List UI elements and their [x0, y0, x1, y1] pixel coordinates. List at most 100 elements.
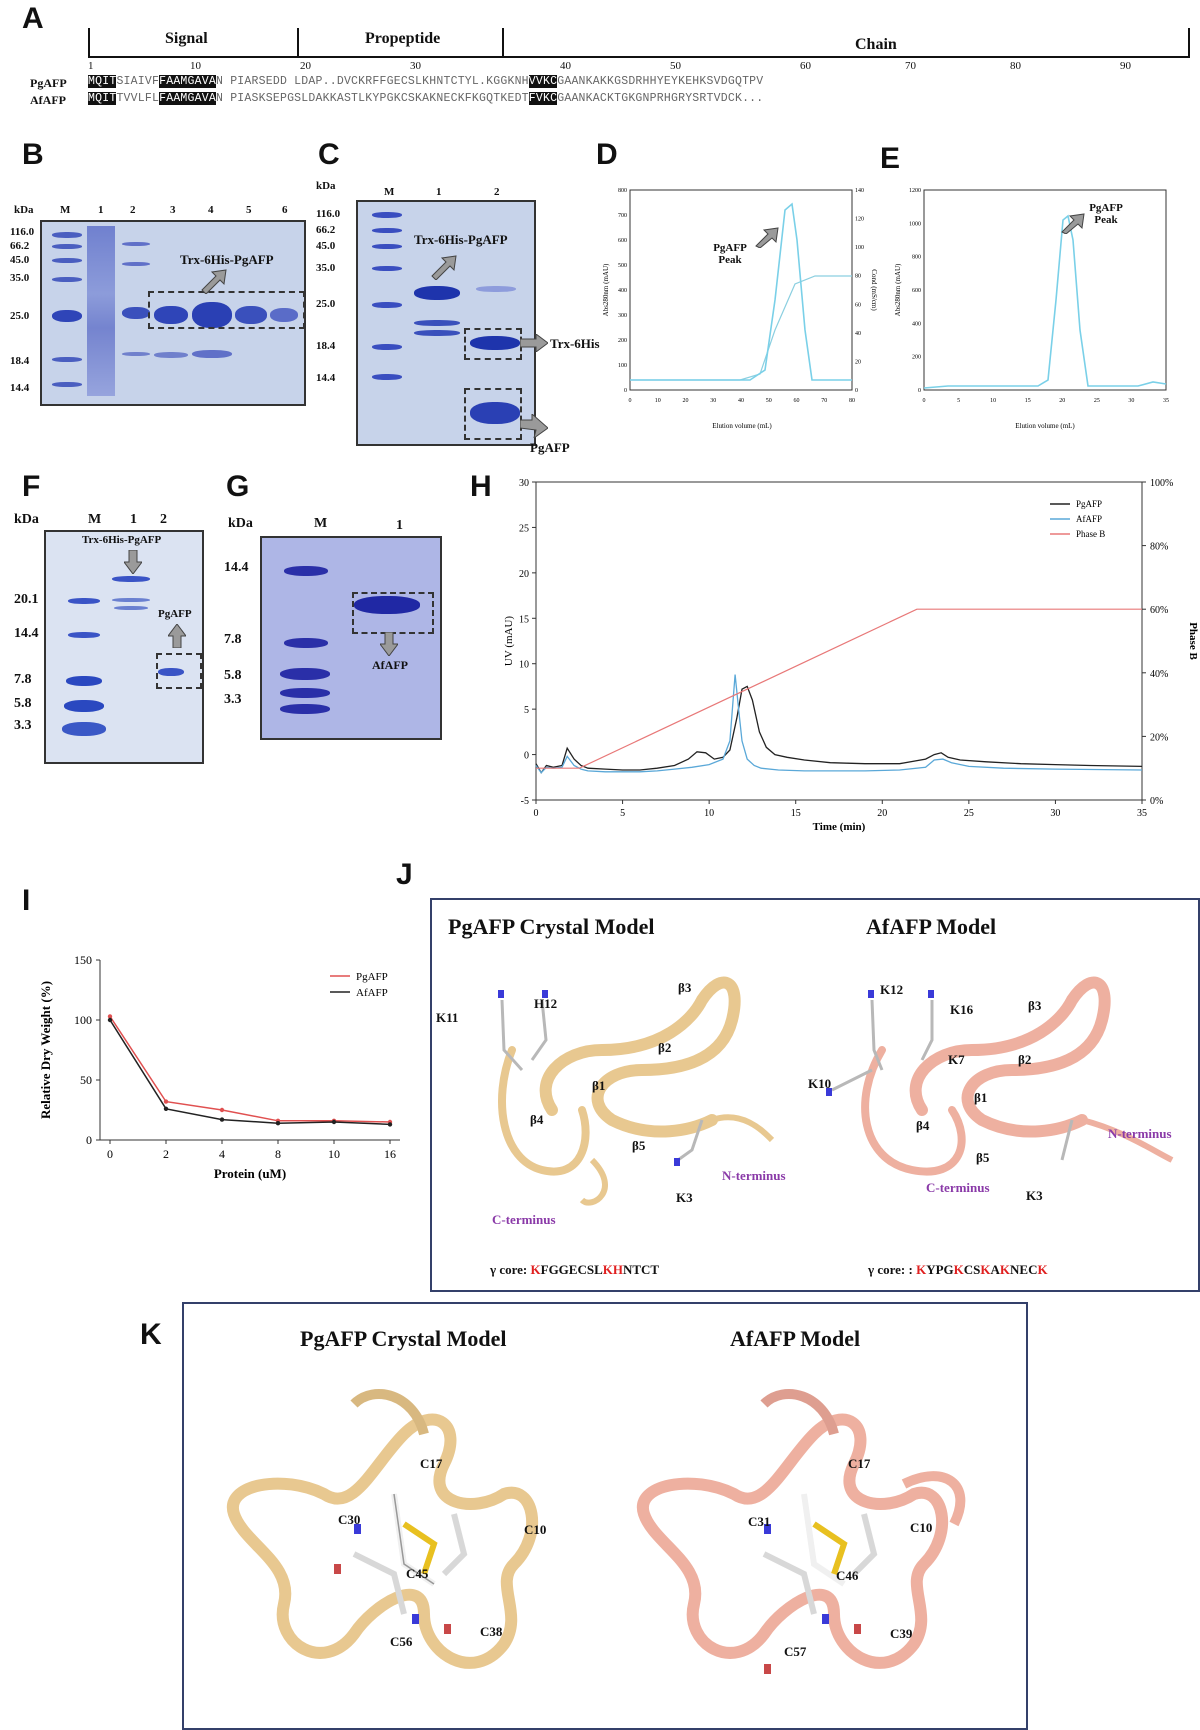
- chart-h: -5 0 5 10 15 20 25 30 0% 20% 40% 60% 80% 100% 0 5 10 15 20…: [503, 478, 1199, 833]
- j-left-k3: K3: [676, 1190, 693, 1205]
- chart-h-yrtick-label: 40%: [1150, 669, 1168, 680]
- chart-d-ylabel-right: Cond (mS/cm): [870, 269, 878, 311]
- chart-h-yrtick-label: 60%: [1150, 605, 1168, 616]
- chart-e-ylabel: Abs280nm (mAU): [894, 263, 902, 316]
- tick-label: 40: [738, 398, 744, 404]
- k-right-c46: C46: [836, 1568, 859, 1583]
- sequence-afafp: MQITTVVLFLFAAMGAVAN PIASKSEPGSLDAKKASTLK…: [88, 92, 764, 105]
- chart-d-frame: [629, 189, 853, 391]
- chart-h-xlabel: Time (min): [813, 821, 866, 833]
- k-left-c10: C10: [524, 1522, 547, 1537]
- gel-b-arrow: [201, 269, 227, 294]
- j-right-b4: β4: [916, 1118, 930, 1133]
- tick-label: 30: [1128, 398, 1134, 404]
- chart-h-series-pgafp: [535, 685, 1143, 774]
- chart-d-peak-label: PgAFP Peak: [713, 242, 747, 266]
- k-left-c38: C38: [480, 1624, 503, 1639]
- gel-c-lane-2: 2: [494, 186, 500, 198]
- chart-h-yrtick-label: 20%: [1150, 732, 1168, 743]
- chart-i-series-pgafp: [109, 1015, 391, 1123]
- chart-i-xtick-label: 4: [219, 1147, 225, 1161]
- tick-label: 400: [912, 321, 921, 327]
- tick-label: 30: [710, 398, 716, 404]
- seq-name-pgafp: PgAFP: [30, 76, 67, 90]
- j-right-c-terminus: C-terminus: [926, 1180, 990, 1195]
- panel-label-g: G: [226, 470, 250, 503]
- tick-label: 300: [618, 313, 627, 319]
- chart-i-xtick-label: 2: [163, 1147, 169, 1161]
- j-left-ribbon: [498, 976, 775, 1206]
- chart-i-ytick-label: 50: [80, 1073, 92, 1087]
- j-left-b3: β3: [678, 980, 692, 995]
- chart-h-yrtick-label: 80%: [1150, 542, 1168, 553]
- panel-label-e: E: [880, 142, 901, 175]
- gel-c-box-trx: [464, 328, 522, 360]
- tick-label: 400: [618, 288, 627, 294]
- j-left-k11: K11: [436, 1010, 459, 1025]
- gel-c-box-pgafp: [464, 388, 522, 440]
- chart-e-absorbance-line: [923, 214, 1167, 389]
- tick-label: 1000: [909, 221, 921, 227]
- j-right-k10: K10: [808, 1076, 832, 1091]
- chart-h-xtick-label: 30: [1050, 808, 1060, 819]
- chart-i-point: [387, 1122, 393, 1127]
- gel-g-lane-m: M: [314, 516, 328, 531]
- gel-f-annotation-fusion: Trx-6His-PgAFP: [82, 534, 162, 546]
- tick-label: 80: [855, 274, 861, 280]
- panel-label-b: B: [22, 138, 44, 171]
- gel-f-kda: kDa: [14, 512, 39, 527]
- k-right-c17: C17: [848, 1456, 871, 1471]
- tick-label: 80: [849, 398, 855, 404]
- j-right-k7: K7: [948, 1052, 965, 1067]
- chart-h-frame: [535, 481, 1143, 801]
- gel-g-lane-1: 1: [396, 518, 403, 533]
- j-right-k3: K3: [1026, 1188, 1043, 1203]
- tick-label: 5: [957, 398, 960, 404]
- tick-label: 600: [912, 288, 921, 294]
- chart-h-legend-label: Phase B: [1076, 529, 1105, 539]
- gel-f-arrow-pgafp: [168, 624, 186, 648]
- chart-h-ytick-label: 25: [519, 523, 529, 534]
- chart-i-xtick-label: 16: [384, 1147, 396, 1161]
- chart-i-ytick-label: 100: [74, 1013, 92, 1027]
- gel-g-kda: kDa: [228, 516, 253, 531]
- region-chain: Chain: [855, 36, 897, 53]
- gel-f-lane-2: 2: [160, 512, 167, 527]
- k-right-c39: C39: [890, 1626, 913, 1641]
- tick-label: 600: [618, 238, 627, 244]
- j-right-n-terminus: N-terminus: [1108, 1126, 1172, 1141]
- chart-i-ytick-label: 0: [86, 1133, 92, 1147]
- k-left-c17: C17: [420, 1456, 443, 1471]
- tick-label: 20: [1059, 398, 1065, 404]
- j-right-title: AfAFP Model: [866, 914, 997, 939]
- chart-i-point: [331, 1119, 337, 1125]
- k-left-c30: C30: [338, 1512, 361, 1527]
- j-left-c-terminus: C-terminus: [492, 1212, 556, 1227]
- chart-d-xlabel: Elution volume (mL): [712, 422, 772, 430]
- k-left-title: PgAFP Crystal Model: [300, 1326, 507, 1351]
- chart-h-yrtick-label: 0%: [1150, 796, 1163, 807]
- j-left-b1: β1: [592, 1078, 606, 1093]
- tick-label: 0: [629, 398, 632, 404]
- k-right-c31: C31: [748, 1514, 771, 1529]
- j-left-b2: β2: [658, 1040, 672, 1055]
- region-signal: Signal: [165, 30, 208, 47]
- gel-c-annotation-pgafp: PgAFP: [530, 440, 570, 455]
- tick-label: 0: [624, 388, 627, 394]
- panel-label-h: H: [470, 470, 492, 503]
- gel-f-lane-1: 1: [130, 512, 137, 527]
- chart-h-xtick-label: 20: [877, 808, 887, 819]
- chart-i-xtick-label: 10: [328, 1147, 340, 1161]
- gel-b: [40, 220, 306, 406]
- k-right-ribbon: [636, 1389, 966, 1674]
- gel-g: [260, 536, 442, 740]
- chart-h-ytick-label: 20: [519, 569, 529, 580]
- k-left-c45: C45: [406, 1566, 429, 1581]
- panel-k-frame: PgAFP Crystal Model AfAFP Model C17 C30 …: [182, 1302, 1028, 1730]
- tick-label: 800: [912, 255, 921, 261]
- j-left-h12: H12: [534, 996, 558, 1011]
- panel-label-j: J: [396, 858, 413, 891]
- tick-label: 25: [1094, 398, 1100, 404]
- tick-label: 200: [618, 338, 627, 344]
- panel-label-k: K: [140, 1318, 162, 1351]
